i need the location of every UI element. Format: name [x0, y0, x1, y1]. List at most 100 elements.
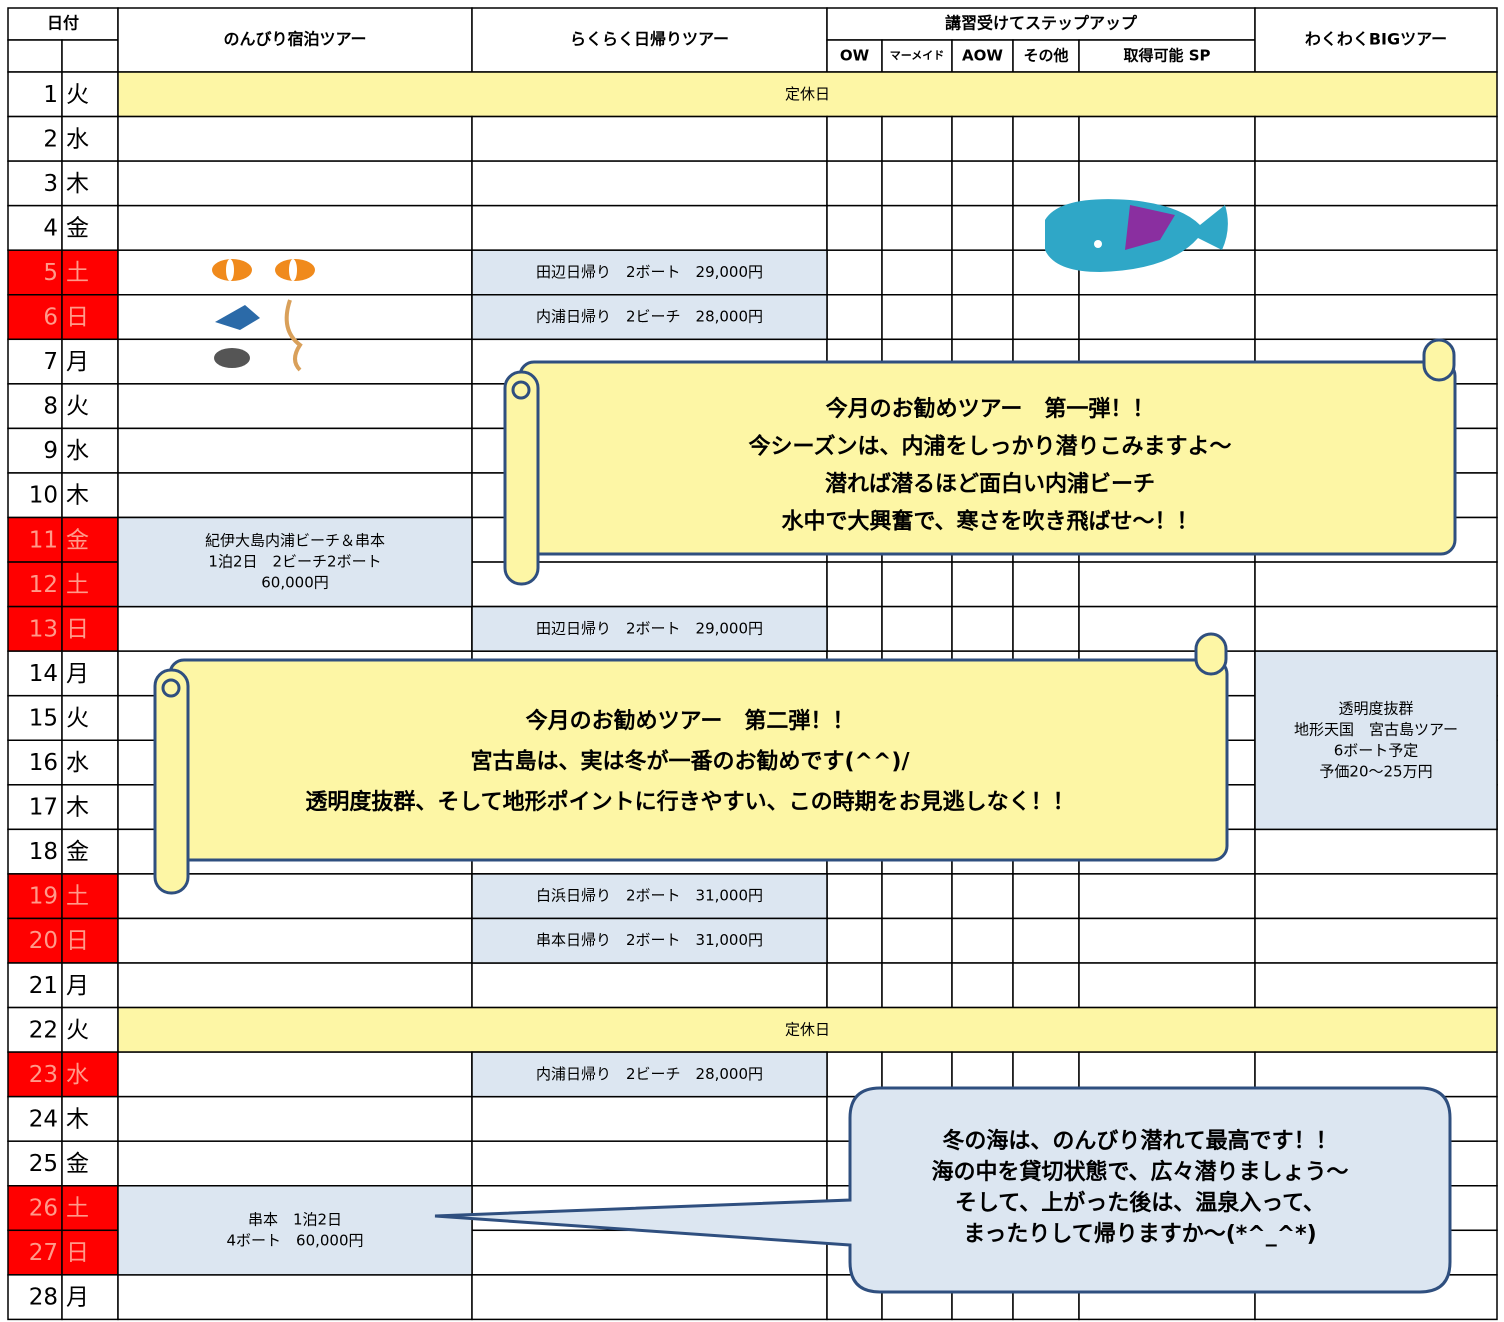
cell — [471, 1274, 828, 1321]
cell — [117, 605, 473, 652]
label: 4 — [43, 215, 58, 241]
label: 7 — [43, 349, 58, 375]
cell — [881, 204, 953, 251]
label: 27 — [29, 1240, 58, 1266]
cell — [1254, 962, 1498, 1009]
header-cell — [951, 39, 1014, 73]
label: 1泊2日 2ビーチ2ボート — [208, 553, 381, 571]
cell — [117, 383, 473, 430]
label: のんびり宿泊ツアー — [223, 30, 366, 49]
cell — [471, 962, 828, 1009]
date-cell — [7, 917, 63, 964]
cell — [826, 294, 883, 341]
label: 1 — [43, 82, 58, 108]
cell — [1078, 605, 1256, 652]
cell — [471, 1095, 828, 1142]
tour-cell — [1254, 650, 1498, 831]
cell — [1078, 917, 1256, 964]
date-cell — [7, 1006, 63, 1053]
weekday-cell — [61, 338, 119, 385]
label: 19 — [29, 884, 58, 910]
cell — [881, 115, 953, 162]
label: 水 — [66, 438, 89, 464]
label: 24 — [29, 1106, 58, 1132]
cell — [826, 873, 883, 920]
speech-bubble — [434, 1086, 1452, 1294]
label: 定休日 — [785, 85, 830, 103]
cell — [881, 160, 953, 207]
label: 22 — [29, 1017, 58, 1043]
weekday-cell — [61, 294, 119, 341]
callout-line: 今シーズンは、内浦をしっかり潜りこみますよ～ — [749, 434, 1232, 460]
cell — [117, 917, 473, 964]
date-cell — [7, 739, 63, 786]
label: OW — [840, 47, 870, 65]
label: 水 — [66, 1062, 89, 1088]
label: 28 — [29, 1285, 58, 1311]
cell — [881, 561, 953, 608]
label: 月 — [66, 1285, 89, 1311]
label: 串本日帰り 2ボート 31,000円 — [536, 931, 763, 949]
label: 4ボート 60,000円 — [226, 1231, 363, 1249]
label: 火 — [66, 1017, 89, 1043]
label: 12 — [29, 572, 58, 598]
label: 白浜日帰り 2ボート 31,000円 — [536, 887, 763, 905]
callout-line: 潜れば潜るほど面白い内浦ビーチ — [825, 471, 1155, 497]
cell — [1254, 828, 1498, 875]
cell — [1254, 249, 1498, 296]
tour-cell — [471, 873, 828, 920]
label: 16 — [29, 750, 58, 776]
callout-line: 宮古島は、実は冬が一番のお勧めです(^^)/ — [470, 749, 910, 775]
label: 金 — [66, 527, 89, 553]
callout-line: 今月のお勧めツアー 第一弾！！ — [826, 396, 1155, 422]
date-cell — [7, 873, 63, 920]
cell — [1012, 561, 1080, 608]
weekday-cell — [61, 516, 119, 563]
label: 金 — [66, 1151, 89, 1177]
weekday-cell — [61, 1274, 119, 1321]
label: 内浦日帰り 2ビーチ 28,000円 — [536, 308, 763, 326]
date-cell — [7, 1095, 63, 1142]
label: 土 — [66, 572, 89, 598]
cell — [951, 294, 1014, 341]
label: 透明度抜群 — [1338, 699, 1413, 717]
whale-illustration — [1045, 199, 1228, 272]
cell — [117, 1051, 473, 1098]
label: 月 — [66, 973, 89, 999]
date-cell — [7, 115, 63, 162]
label: 田辺日帰り 2ボート 29,000円 — [536, 619, 763, 637]
cell — [951, 160, 1014, 207]
label: 17 — [29, 795, 58, 821]
decorations — [153, 199, 1457, 1294]
label: 金 — [66, 839, 89, 865]
label: 火 — [66, 705, 89, 731]
cell — [1078, 160, 1256, 207]
weekday-cell — [61, 739, 119, 786]
label: 日 — [66, 616, 89, 642]
label: 定休日 — [785, 1020, 830, 1038]
cell — [881, 917, 953, 964]
weekday-cell — [61, 115, 119, 162]
callout-line: 水中で大興奮で、寒さを吹き飛ばせ～！！ — [781, 509, 1198, 535]
callout-texts: 今月のお勧めツアー 第一弾！！ 今シーズンは、内浦をしっかり潜りこみますよ～ 潜れば… — [305, 396, 1348, 1247]
cell — [1254, 115, 1498, 162]
cell — [881, 249, 953, 296]
cell — [951, 605, 1014, 652]
label: 地形天国 宮古島ツアー — [1294, 720, 1458, 738]
callout-line: 今月のお勧めツアー 第二弾！！ — [526, 708, 855, 734]
label: 木 — [66, 1106, 89, 1132]
weekday-cell — [61, 784, 119, 831]
date-cell — [7, 605, 63, 652]
callout-line: そして、上がった後は、温泉入って、 — [955, 1190, 1325, 1216]
cell — [117, 472, 473, 519]
label: 日 — [66, 305, 89, 331]
scroll-1 — [503, 338, 1457, 586]
date-cell — [7, 650, 63, 697]
label: 6 — [43, 305, 58, 331]
label: 25 — [29, 1151, 58, 1177]
cell — [1078, 115, 1256, 162]
date-cell — [7, 1274, 63, 1321]
label: 日 — [66, 928, 89, 954]
date-cell — [7, 962, 63, 1009]
